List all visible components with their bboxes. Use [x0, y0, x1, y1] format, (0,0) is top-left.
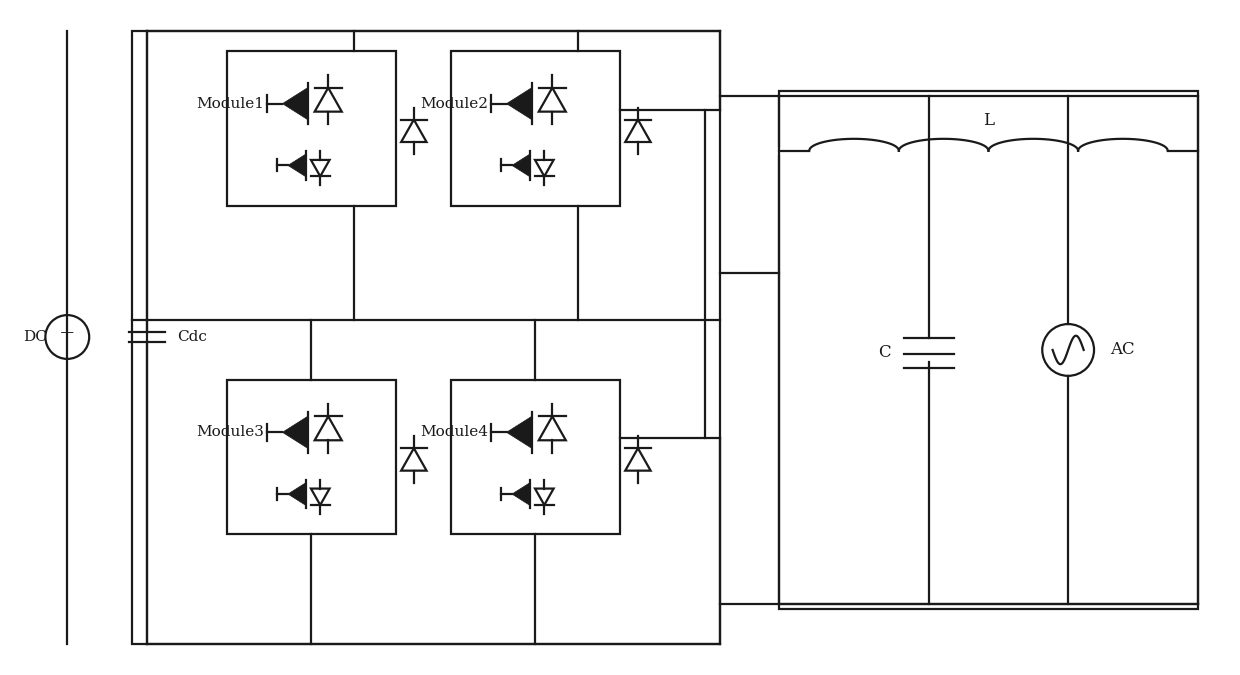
Polygon shape: [512, 483, 529, 506]
Text: AC: AC: [1110, 342, 1135, 358]
Text: C: C: [878, 344, 890, 361]
Polygon shape: [512, 154, 529, 177]
Text: Module1: Module1: [196, 97, 264, 111]
Polygon shape: [507, 88, 532, 119]
Text: DC: DC: [24, 330, 47, 344]
Bar: [227, 51, 396, 206]
Text: Module4: Module4: [420, 425, 489, 439]
Text: Module2: Module2: [420, 97, 489, 111]
Text: Module3: Module3: [196, 425, 264, 439]
Bar: [780, 91, 1198, 609]
Text: +: +: [60, 324, 76, 342]
Bar: [227, 380, 396, 534]
Bar: [450, 51, 620, 206]
Bar: [450, 380, 620, 534]
Polygon shape: [283, 88, 308, 119]
Text: L: L: [983, 113, 994, 130]
Text: Cdc: Cdc: [177, 330, 207, 344]
Polygon shape: [288, 483, 306, 506]
Polygon shape: [288, 154, 306, 177]
Polygon shape: [507, 416, 532, 448]
Bar: [131, 31, 719, 644]
Polygon shape: [283, 416, 308, 448]
